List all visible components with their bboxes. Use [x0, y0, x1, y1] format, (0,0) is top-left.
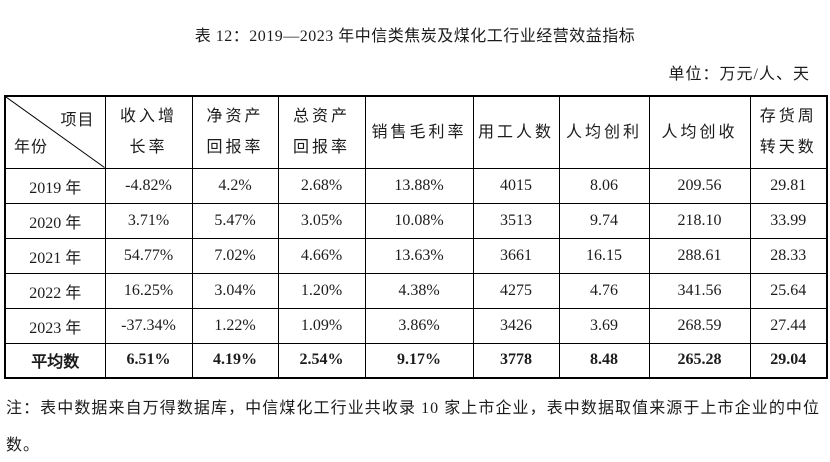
table-cell: 10.08%	[364, 202, 474, 239]
header-row: 项目 年份 收入增 长率 净资产 回报率 总资产 回报率 销售毛利率 用工人数 人均创…	[4, 95, 828, 169]
year-row-label: 2021 年	[4, 237, 106, 274]
table-row-average: 平均数 6.51% 4.19% 2.54% 9.17% 3778 8.48 26…	[4, 342, 828, 379]
table-cell: 218.10	[648, 202, 751, 239]
table-cell: 3778	[472, 342, 560, 379]
table-cell: 3426	[472, 307, 560, 344]
table-cell: 13.63%	[364, 237, 474, 274]
corner-header-cell: 项目 年份	[4, 95, 106, 169]
table-cell: 4275	[472, 272, 560, 309]
column-header-revenue-growth: 收入增 长率	[104, 95, 193, 169]
table-cell: 4.2%	[191, 167, 279, 204]
document-page: 表 12：2019—2023 年中信类焦炭及煤化工行业经营效益指标 单位：万元/…	[0, 22, 830, 462]
table-note: 注：表中数据来自万得数据库，中信煤化工行业共收录 10 家上市企业，表中数据取值…	[6, 400, 820, 454]
year-row-label: 2019 年	[4, 167, 106, 204]
table-row-2019: 2019 年 -4.82% 4.2% 2.68% 13.88% 4015 8.0…	[4, 167, 828, 204]
column-header-inventory-days: 存货周 转天数	[749, 95, 828, 169]
table-cell: -37.34%	[104, 307, 193, 344]
table-cell: 3661	[472, 237, 560, 274]
table-row-2023: 2023 年 -37.34% 1.22% 1.09% 3.86% 3426 3.…	[4, 307, 828, 344]
column-header-revenue-per-capita: 人均创收	[648, 95, 751, 169]
table-cell: 7.02%	[191, 237, 279, 274]
column-header-profit-per-capita: 人均创利	[558, 95, 650, 169]
table-cell: 9.17%	[364, 342, 474, 379]
table-cell: 341.56	[648, 272, 751, 309]
table-cell: 1.20%	[277, 272, 366, 309]
table-cell: 25.64	[749, 272, 828, 309]
indicator-table: 项目 年份 收入增 长率 净资产 回报率 总资产 回报率 销售毛利率 用工人数 人均创…	[4, 95, 828, 379]
table-cell: 28.33	[749, 237, 828, 274]
table-cell: 13.88%	[364, 167, 474, 204]
year-row-label: 2020 年	[4, 202, 106, 239]
table-cell: 1.09%	[277, 307, 366, 344]
table-cell: 4.76	[558, 272, 650, 309]
table-cell: 4.19%	[191, 342, 279, 379]
table-cell: 4015	[472, 167, 560, 204]
table-cell: 16.25%	[104, 272, 193, 309]
column-header-employees: 用工人数	[472, 95, 560, 169]
table-cell: -4.82%	[104, 167, 193, 204]
table-cell: 3.05%	[277, 202, 366, 239]
table-cell: 288.61	[648, 237, 751, 274]
table-row-2022: 2022 年 16.25% 3.04% 1.20% 4.38% 4275 4.7…	[4, 272, 828, 309]
table-cell: 54.77%	[104, 237, 193, 274]
table-cell: 29.81	[749, 167, 828, 204]
table-row-2020: 2020 年 3.71% 5.47% 3.05% 10.08% 3513 9.7…	[4, 202, 828, 239]
unit-label: 单位：万元/人、天	[668, 66, 810, 83]
table-cell: 3513	[472, 202, 560, 239]
table-cell: 5.47%	[191, 202, 279, 239]
diagonal-divider-line	[6, 97, 105, 168]
table-cell: 3.04%	[191, 272, 279, 309]
table-cell: 8.06	[558, 167, 650, 204]
table-cell: 27.44	[749, 307, 828, 344]
table-cell: 4.66%	[277, 237, 366, 274]
table-cell: 268.59	[648, 307, 751, 344]
table-cell: 2.54%	[277, 342, 366, 379]
table-cell: 16.15	[558, 237, 650, 274]
table-cell: 9.74	[558, 202, 650, 239]
table-cell: 3.71%	[104, 202, 193, 239]
table-cell: 1.22%	[191, 307, 279, 344]
table-row-2021: 2021 年 54.77% 7.02% 4.66% 13.63% 3661 16…	[4, 237, 828, 274]
table-cell: 209.56	[648, 167, 751, 204]
table-cell: 8.48	[558, 342, 650, 379]
column-header-gross-margin: 销售毛利率	[364, 95, 474, 169]
average-row-label: 平均数	[4, 342, 106, 379]
year-row-label: 2023 年	[4, 307, 106, 344]
table-cell: 6.51%	[104, 342, 193, 379]
table-cell: 4.38%	[364, 272, 474, 309]
corner-label-year: 年份	[14, 138, 49, 156]
table-cell: 33.99	[749, 202, 828, 239]
table-cell: 2.68%	[277, 167, 366, 204]
corner-label-item: 项目	[60, 112, 95, 129]
table-cell: 29.04	[749, 342, 828, 379]
table-cell: 265.28	[648, 342, 751, 379]
table-cell: 3.86%	[364, 307, 474, 344]
column-header-roa: 总资产 回报率	[277, 95, 366, 169]
table-title: 表 12：2019—2023 年中信类焦炭及煤化工行业经营效益指标	[194, 28, 636, 45]
table-cell: 3.69	[558, 307, 650, 344]
column-header-roe: 净资产 回报率	[191, 95, 279, 169]
year-row-label: 2022 年	[4, 272, 106, 309]
